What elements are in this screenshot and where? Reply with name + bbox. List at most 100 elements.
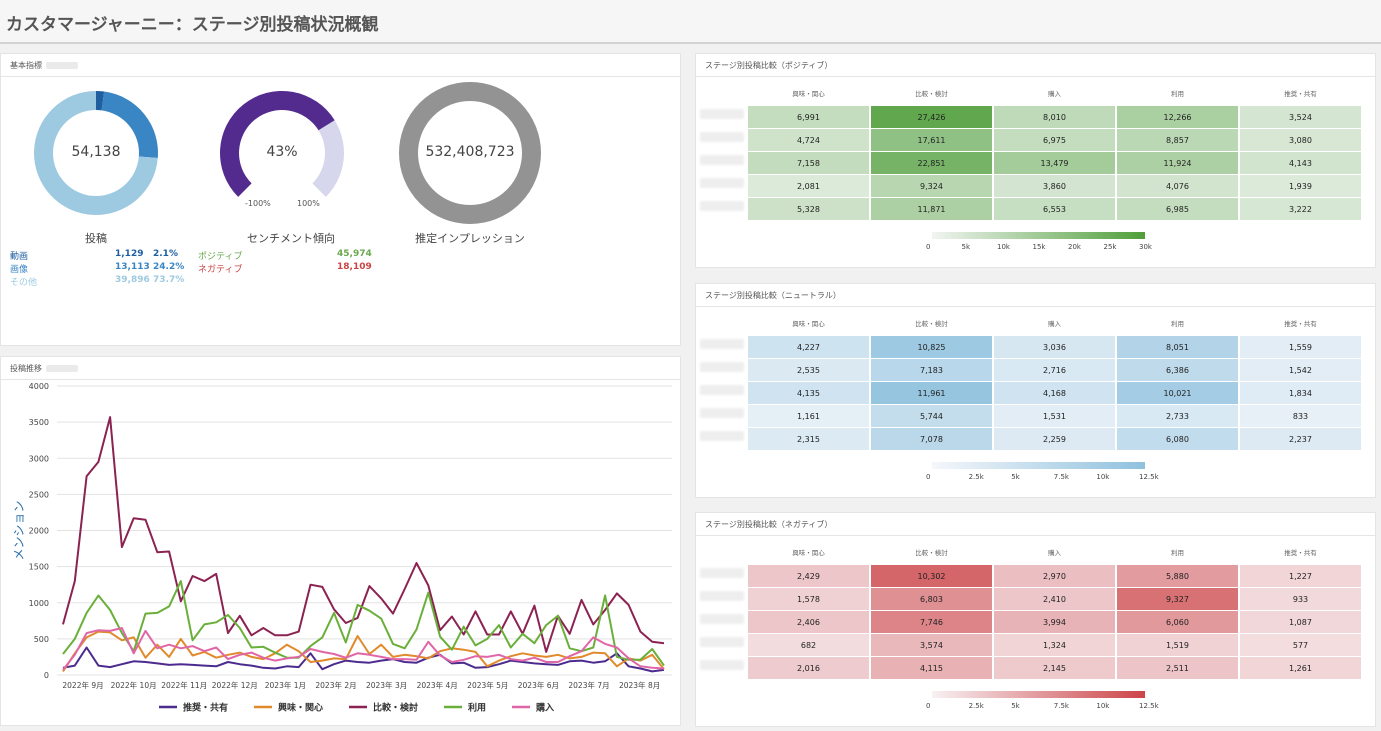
breakdown-name: 動画 [10,252,29,262]
heatmap-cell: 6,975 [994,129,1115,151]
breakdown-name: その他 [10,278,38,288]
heatmap-cell: 1,531 [994,405,1115,427]
legend-label: 比較・検討 [373,702,418,714]
heatmap-cell: 4,143 [1240,152,1361,174]
column-header: 比較・検討 [915,90,948,98]
legend-tick: 25k [1103,243,1117,251]
y-tick-label: 1500 [29,563,49,572]
breakdown-pct: 2.1% [153,249,178,259]
x-tick-label: 2023年 3月 [366,680,407,690]
heatmap-row: 1,578 6,803 2,410 9,327 933 [748,588,1361,610]
legend-label: 推奨・共有 [183,702,228,714]
heatmap-row: 682 3,574 1,324 1,519 577 [748,634,1361,656]
column-header: 比較・検討 [915,549,948,557]
heatmap-cell: 1,939 [1240,175,1361,197]
heatmap-cell: 4,076 [1117,175,1238,197]
row-label-redacted [700,408,744,418]
negative-heatmap-table: 興味・関心 比較・検討 購入 利用 推奨・共有 2,429 10,302 2,970 5,880… [746,539,1363,680]
heatmap-cell: 6,080 [1117,428,1238,450]
x-tick-label: 2023年 6月 [518,680,559,690]
column-header: 利用 [1171,320,1184,328]
heatmap-cell: 11,871 [871,198,992,220]
heatmap-cell: 12,266 [1117,106,1238,128]
row-label-redacted [700,362,744,372]
heatmap-cell: 2,511 [1117,657,1238,679]
sentiment-breakdown-name: ポジティブ [198,252,243,262]
series-line [62,580,665,667]
heatmap-cell: 1,161 [748,405,869,427]
positive-heatmap-table: 興味・関心 比較・検討 購入 利用 推奨・共有 6,991 27,426 8,010 12,26… [746,80,1363,221]
heatmap-cell: 13,479 [994,152,1115,174]
heatmap-row: 2,406 7,746 3,994 6,060 1,087 [748,611,1361,633]
posts-total: 54,138 [71,144,121,160]
heatmap-row: 5,328 11,871 6,553 6,985 3,222 [748,198,1361,220]
heatmap-cell: 9,327 [1117,588,1238,610]
posts-label: 投稿 [85,232,107,245]
row-label-redacted [700,637,744,647]
heatmap-cell: 682 [748,634,869,656]
posts-donut-slice [34,91,158,215]
heatmap-cell: 11,961 [871,382,992,404]
neutral-color-legend [932,462,1145,469]
legend-tick: 0 [926,702,931,710]
gauge-fill [219,90,335,197]
negative-heatmap-panel: ステージ別投稿比較（ネガティブ） 興味・関心 比較・検討 購入 利用 推奨・共有 2,42… [695,512,1376,727]
y-tick-label: 500 [34,635,49,644]
sentiment-breakdown-count: 45,974 [337,249,372,259]
heatmap-cell: 1,227 [1240,565,1361,587]
positive-heatmap-panel: ステージ別投稿比較（ポジティブ） 興味・関心 比較・検討 購入 利用 推奨・共有 6,99… [695,53,1376,268]
heatmap-cell: 1,519 [1117,634,1238,656]
heatmap-row: 2,429 10,302 2,970 5,880 1,227 [748,565,1361,587]
heatmap-cell: 6,386 [1117,359,1238,381]
column-header: 興味・関心 [792,549,825,557]
heatmap-cell: 5,744 [871,405,992,427]
column-header: 購入 [1048,320,1061,328]
legend-tick: 5k [961,243,971,251]
legend-tick: 10k [1096,473,1110,481]
y-tick-label: 0 [44,671,49,680]
heatmap-cell: 4,115 [871,657,992,679]
heatmap-cell: 1,559 [1240,336,1361,358]
x-tick-label: 2022年 10月 [111,680,157,690]
heatmap-cell: 2,315 [748,428,869,450]
heatmap-cell: 3,222 [1240,198,1361,220]
heatmap-cell: 27,426 [871,106,992,128]
heatmap-row: 2,081 9,324 3,860 4,076 1,939 [748,175,1361,197]
series-line [62,627,665,671]
column-header: 推奨・共有 [1284,549,1317,557]
heatmap-row: 4,135 11,961 4,168 10,021 1,834 [748,382,1361,404]
page-header: カスタマージャーニー：ステージ別投稿状況概観 [0,0,1381,44]
legend-tick: 2.5k [968,473,984,481]
heatmap-cell: 6,553 [994,198,1115,220]
neutral-heatmap-panel: ステージ別投稿比較（ニュートラル） 興味・関心 比較・検討 購入 利用 推奨・共有 4,2… [695,283,1376,498]
neutral-panel-title: ステージ別投稿比較（ニュートラル） [705,291,841,300]
series-line [62,416,665,653]
trend-panel-title: 投稿推移 [10,363,78,374]
legend-tick: 15k [1032,243,1046,251]
legend-tick: 5k [1011,702,1020,710]
heatmap-cell: 8,010 [994,106,1115,128]
heatmap-cell: 6,803 [871,588,992,610]
heatmap-row: 2,535 7,183 2,716 6,386 1,542 [748,359,1361,381]
heatmap-cell: 6,060 [1117,611,1238,633]
negative-color-legend [932,691,1145,698]
trend-panel: 投稿推移 0 500 1000 1500 2000 2500 3000 3500 4000 メンシ… [0,356,681,726]
y-tick-label: 3000 [29,454,49,463]
sentiment-breakdown-count: 18,109 [337,262,372,272]
heatmap-cell: 2,237 [1240,428,1361,450]
heatmap-cell: 2,410 [994,588,1115,610]
heatmap-cell: 2,733 [1117,405,1238,427]
heatmap-cell: 8,051 [1117,336,1238,358]
negative-panel-title: ステージ別投稿比較（ネガティブ） [705,520,833,529]
heatmap-cell: 1,834 [1240,382,1361,404]
heatmap-cell: 3,994 [994,611,1115,633]
x-tick-label: 2022年 11月 [161,680,207,690]
heatmap-row: 6,991 27,426 8,010 12,266 3,524 [748,106,1361,128]
heatmap-cell: 2,970 [994,565,1115,587]
heatmap-cell: 4,168 [994,382,1115,404]
legend-tick: 5k [1011,473,1020,481]
heatmap-cell: 2,081 [748,175,869,197]
column-header: 興味・関心 [792,90,825,98]
heatmap-cell: 6,985 [1117,198,1238,220]
legend-label: 興味・関心 [278,702,323,714]
